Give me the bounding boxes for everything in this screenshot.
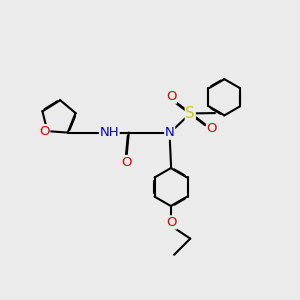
Text: O: O	[166, 216, 176, 229]
Text: NH: NH	[100, 126, 119, 139]
Text: O: O	[39, 124, 50, 138]
Text: O: O	[166, 90, 176, 103]
Text: N: N	[165, 126, 175, 139]
Text: O: O	[121, 155, 131, 169]
Text: S: S	[185, 106, 195, 121]
Text: O: O	[206, 122, 217, 135]
